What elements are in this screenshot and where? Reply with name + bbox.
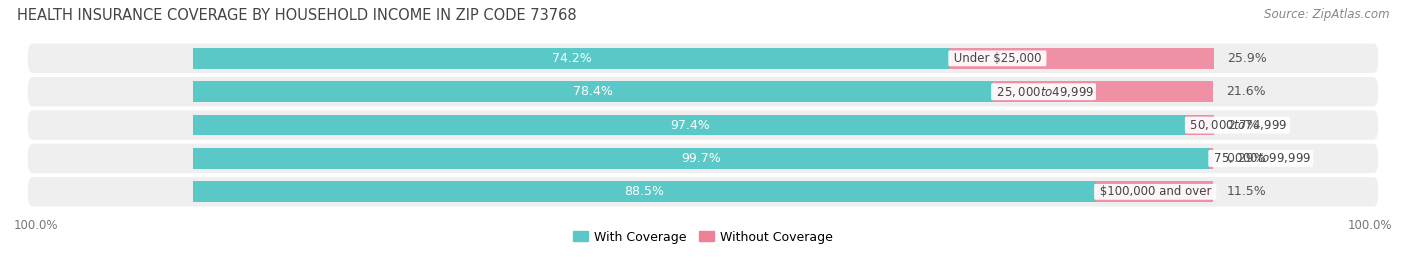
- Text: 25.9%: 25.9%: [1227, 52, 1267, 65]
- FancyBboxPatch shape: [28, 144, 1378, 173]
- Text: 100.0%: 100.0%: [14, 218, 59, 232]
- Bar: [993, 81, 1213, 102]
- Text: 74.2%: 74.2%: [551, 52, 592, 65]
- Text: $100,000 and over: $100,000 and over: [1095, 185, 1215, 198]
- Text: Under $25,000: Under $25,000: [949, 52, 1045, 65]
- Bar: [193, 115, 1187, 135]
- Text: 11.5%: 11.5%: [1226, 185, 1267, 198]
- FancyBboxPatch shape: [28, 77, 1378, 107]
- Text: 21.6%: 21.6%: [1226, 85, 1267, 98]
- Legend: With Coverage, Without Coverage: With Coverage, Without Coverage: [568, 226, 838, 249]
- Text: 2.7%: 2.7%: [1227, 119, 1260, 132]
- Text: Source: ZipAtlas.com: Source: ZipAtlas.com: [1264, 8, 1389, 21]
- Bar: [193, 48, 949, 69]
- FancyBboxPatch shape: [28, 110, 1378, 140]
- Text: 99.7%: 99.7%: [682, 152, 721, 165]
- Bar: [193, 148, 1209, 169]
- Bar: [1187, 115, 1213, 135]
- Bar: [193, 182, 1095, 202]
- Text: 0.29%: 0.29%: [1226, 152, 1267, 165]
- Bar: [1209, 148, 1213, 169]
- Bar: [949, 48, 1213, 69]
- FancyBboxPatch shape: [28, 177, 1378, 207]
- Text: 100.0%: 100.0%: [1347, 218, 1392, 232]
- Text: $25,000 to $49,999: $25,000 to $49,999: [993, 85, 1095, 99]
- Text: $75,000 to $99,999: $75,000 to $99,999: [1209, 151, 1312, 165]
- Bar: [1095, 182, 1213, 202]
- Bar: [193, 81, 993, 102]
- FancyBboxPatch shape: [28, 44, 1378, 73]
- Text: 88.5%: 88.5%: [624, 185, 665, 198]
- Text: HEALTH INSURANCE COVERAGE BY HOUSEHOLD INCOME IN ZIP CODE 73768: HEALTH INSURANCE COVERAGE BY HOUSEHOLD I…: [17, 8, 576, 23]
- Text: 97.4%: 97.4%: [669, 119, 710, 132]
- Text: 78.4%: 78.4%: [572, 85, 613, 98]
- Text: $50,000 to $74,999: $50,000 to $74,999: [1187, 118, 1288, 132]
